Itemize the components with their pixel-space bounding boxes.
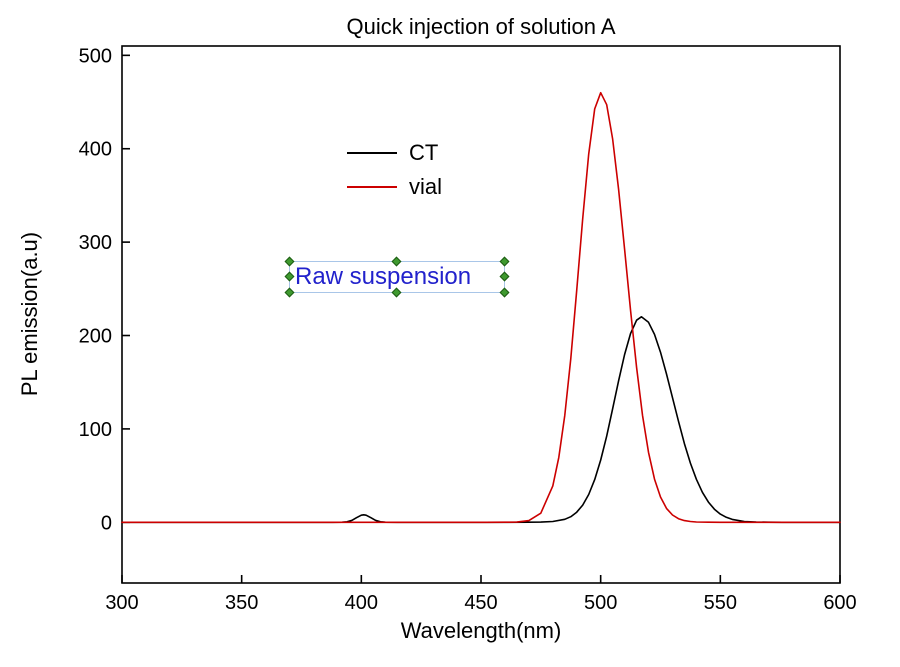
x-tick-label: 400 (345, 592, 378, 614)
y-tick-label: 100 (79, 419, 112, 441)
legend-item-vial: vial (347, 172, 442, 202)
y-axis-label: PL emission(a.u) (17, 231, 42, 397)
text-annotation[interactable]: Raw suspension (284, 256, 510, 298)
legend-label: vial (409, 174, 443, 199)
legend-line-sample (347, 152, 397, 154)
x-tick-label: 350 (225, 592, 258, 614)
y-tick-label: 0 (101, 512, 112, 534)
chart-title: Quick injection of solution A (346, 14, 616, 39)
x-axis-label: Wavelength(nm) (400, 618, 562, 643)
legend: CT vial (347, 138, 442, 202)
plot-frame (121, 45, 841, 584)
series-vial-curve (121, 91, 841, 524)
x-tick-label: 300 (105, 592, 138, 614)
y-tick-label: 200 (79, 326, 112, 348)
x-tick-label: 500 (584, 592, 617, 614)
y-tick-label: 500 (79, 45, 112, 67)
y-tick-label: 400 (79, 139, 112, 161)
legend-item-ct: CT (347, 138, 442, 168)
y-tick-label: 300 (79, 232, 112, 254)
annotation-text: Raw suspension (295, 263, 472, 290)
legend-line-sample (347, 186, 397, 188)
x-tick-label: 550 (704, 592, 737, 614)
x-tick-label: 450 (464, 592, 497, 614)
x-tick-label: 600 (823, 592, 856, 614)
series-ct-curve (121, 315, 841, 524)
legend-label: CT (409, 140, 439, 165)
